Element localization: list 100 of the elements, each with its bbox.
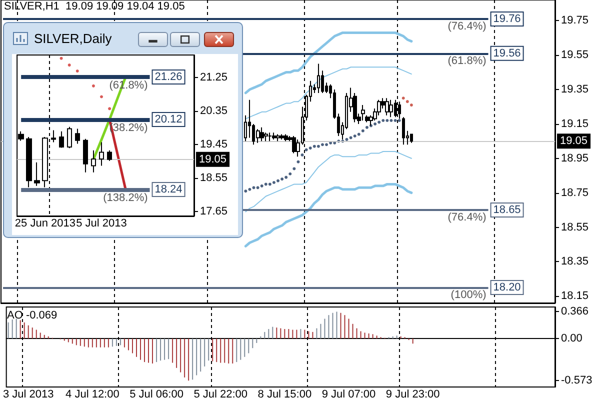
y-tick-label: 17.65: [200, 206, 228, 218]
candlestick: [75, 128, 80, 144]
x-tick-label: 4 Jul 12:00: [66, 388, 120, 400]
point: [365, 126, 368, 129]
y-tick-label: 0.00: [561, 332, 582, 345]
y-tick-label: 19.75: [561, 14, 589, 27]
point: [252, 186, 256, 190]
candlestick: [260, 126, 264, 142]
point: [76, 70, 79, 73]
point: [68, 64, 71, 67]
point: [276, 179, 280, 182]
chart-title: SILVER,Daily: [34, 31, 112, 46]
point: [264, 182, 268, 186]
point: [390, 119, 393, 122]
annotation: (76.4%): [448, 20, 486, 32]
point: [349, 136, 352, 140]
point: [308, 146, 312, 150]
y-tick-label: 18.55: [561, 221, 589, 234]
point: [260, 184, 264, 188]
candlestick: [410, 134, 413, 144]
x-tick-label: 5 Jul 06:00: [130, 388, 184, 400]
candlestick: [385, 98, 389, 116]
x-tick-label: 25 Jun 2013: [14, 218, 76, 230]
ref-line-label: 18.24: [154, 184, 182, 196]
annotation: (100%): [450, 289, 486, 302]
candlestick: [284, 134, 288, 142]
candlestick: [67, 126, 72, 149]
ref-line-label: 21.26: [154, 70, 182, 83]
point: [378, 120, 381, 124]
point: [60, 56, 63, 60]
candlestick: [280, 134, 284, 140]
y-tick-label: 18.35: [561, 256, 589, 268]
point: [296, 160, 300, 164]
x-tick-label: 9 Jul 07:00: [322, 388, 376, 400]
y-tick-label: 18.55: [200, 172, 228, 184]
point: [248, 188, 252, 191]
y-tick-label: 18.95: [561, 152, 589, 164]
point: [402, 96, 405, 100]
point: [406, 100, 409, 104]
ref-line-label: 20.12: [154, 113, 182, 126]
point: [353, 134, 356, 138]
candlestick: [99, 142, 104, 166]
y-tick-label: 0.366: [561, 306, 589, 318]
ref-line-label: 19.56: [493, 47, 521, 60]
y-tick-label: 18.75: [561, 186, 589, 199]
x-tick-label: 5 Jul 2013: [76, 218, 127, 230]
point: [272, 180, 276, 184]
point: [284, 176, 288, 179]
candlestick: [26, 136, 32, 188]
line-series: [245, 66, 412, 120]
annotation: (138.2%): [103, 192, 148, 204]
y-tick-label: 18.15: [561, 290, 589, 302]
point: [361, 129, 364, 132]
point: [108, 107, 112, 110]
candlestick: [83, 138, 88, 173]
ref-line-label: 18.65: [493, 204, 521, 216]
candlestick: [292, 136, 296, 154]
candlestick: [59, 130, 64, 148]
y-tick-label: 19.45: [200, 138, 228, 150]
point: [394, 119, 397, 122]
candlestick: [365, 114, 369, 123]
candlestick: [317, 63, 320, 94]
candlestick: [361, 104, 365, 122]
ref-line-label: 18.20: [493, 282, 521, 294]
chart-title: AO -0.069: [7, 310, 58, 322]
point: [244, 190, 248, 193]
point: [100, 95, 104, 98]
line-series: [244, 31, 413, 94]
x-tick-label: 8 Jul 15:00: [258, 388, 312, 400]
point: [292, 167, 296, 170]
point: [304, 148, 308, 152]
ref-line-label: 19.05: [199, 153, 227, 166]
y-tick-label: -0.573: [561, 374, 592, 387]
candlestick: [389, 99, 393, 118]
point: [288, 172, 292, 176]
y-tick-label: 19.35: [561, 84, 589, 96]
point: [398, 119, 401, 122]
point: [357, 132, 360, 136]
x-tick-label: 9 Jul 23:00: [386, 388, 440, 400]
point: [280, 178, 284, 181]
annotation: (61.8%): [448, 54, 486, 67]
point: [386, 119, 389, 122]
point: [374, 122, 377, 126]
ref-line-label: 19.05: [560, 135, 588, 148]
y-tick-label: 19.55: [561, 49, 589, 62]
point: [320, 143, 324, 146]
point: [382, 119, 385, 122]
candlestick: [107, 150, 112, 162]
candlestick: [91, 150, 96, 173]
candlestick: [272, 132, 276, 140]
point: [92, 84, 95, 88]
point: [410, 104, 413, 107]
y-tick-label: 21.25: [200, 71, 228, 84]
candlestick: [34, 162, 40, 186]
point: [316, 144, 320, 148]
candlestick: [276, 134, 280, 142]
point: [325, 143, 328, 146]
candlestick: [268, 132, 272, 142]
point: [312, 144, 316, 148]
candlestick: [402, 116, 405, 146]
